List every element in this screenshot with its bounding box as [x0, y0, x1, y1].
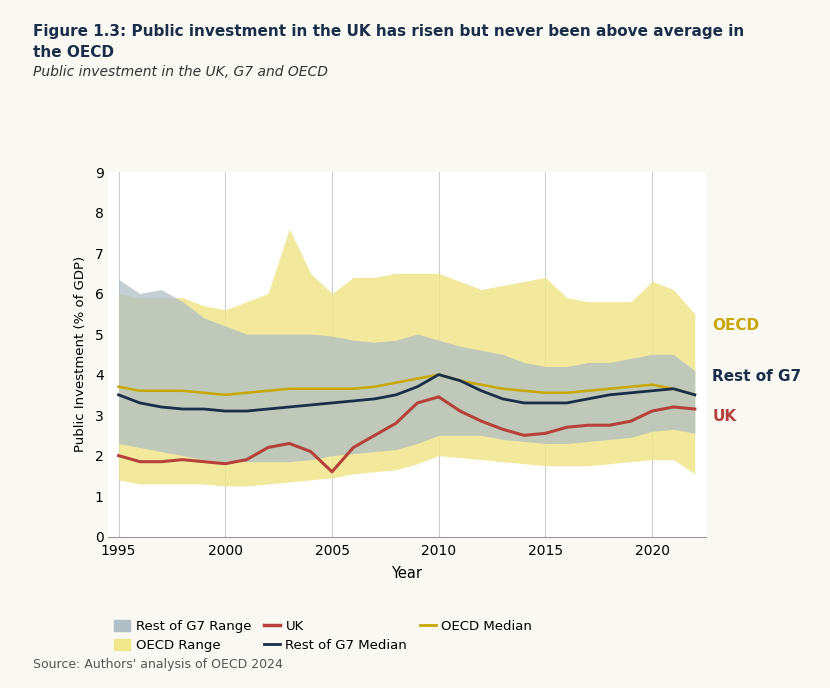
Text: UK: UK [712, 409, 736, 424]
Text: Rest of G7: Rest of G7 [712, 369, 802, 384]
Legend: Rest of G7 Range, OECD Range, UK, Rest of G7 Median, OECD Median: Rest of G7 Range, OECD Range, UK, Rest o… [115, 620, 532, 652]
Text: the OECD: the OECD [33, 45, 115, 60]
X-axis label: Year: Year [391, 566, 422, 581]
Text: Source: Authors' analysis of OECD 2024: Source: Authors' analysis of OECD 2024 [33, 658, 283, 671]
Text: OECD: OECD [712, 319, 759, 334]
Text: Figure 1.3: Public investment in the UK has risen but never been above average i: Figure 1.3: Public investment in the UK … [33, 24, 745, 39]
Text: Public investment in the UK, G7 and OECD: Public investment in the UK, G7 and OECD [33, 65, 328, 79]
Y-axis label: Public Investment (% of GDP): Public Investment (% of GDP) [74, 256, 86, 453]
